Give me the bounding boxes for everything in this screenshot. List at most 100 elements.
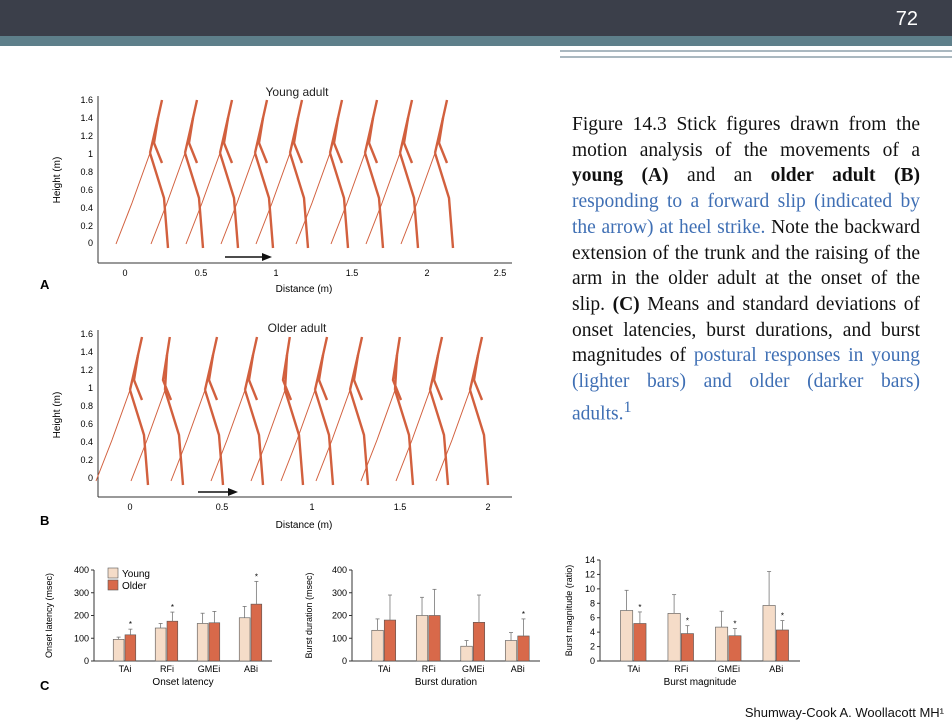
y-tick-label: 0.4 <box>80 437 93 447</box>
stick-leg <box>115 152 151 245</box>
stick-leg <box>435 389 471 482</box>
stick-arm <box>132 354 144 401</box>
figure-caption: Figure 14.3 Stick figures drawn from the… <box>572 112 920 427</box>
y-tick-label: 0 <box>88 238 93 248</box>
stick-leg <box>283 389 305 486</box>
stick-figure <box>280 336 335 486</box>
y-tick-label: 0 <box>84 656 89 666</box>
chart-title: Onset latency <box>152 677 213 688</box>
y-tick-label: 100 <box>332 633 347 643</box>
bar-chart: 0 2 4 6 8 10 12 14 Burst magnitude (ratio) * TAi * R… <box>564 555 800 688</box>
stick-leg <box>468 389 490 486</box>
y-tick-label: 100 <box>74 633 89 643</box>
bar <box>504 640 518 662</box>
legend-label-older: Older <box>122 581 147 592</box>
significance-mark: * <box>171 603 174 612</box>
stick-leg <box>255 152 291 245</box>
y-tick-label: 400 <box>332 565 347 575</box>
chart-title: Burst duration <box>415 677 477 688</box>
bar <box>250 603 263 662</box>
panel-a: Young adult 1.6 1.4 1.2 1 0.8 0.6 0.4 0.… <box>40 85 512 295</box>
caption-highlight: postural responses in young (lighter bar… <box>572 345 920 425</box>
y-tick-label: 200 <box>74 611 89 621</box>
source-credit: Shumway-Cook A. Woollacott MH¹ <box>744 705 944 720</box>
panel-a-y-ticks: 1.6 1.4 1.2 1 0.8 0.6 0.4 0.2 0 <box>80 95 93 248</box>
slip-arrow <box>225 253 272 261</box>
stick-arm <box>352 354 364 401</box>
header-accent-bar <box>0 36 952 46</box>
y-tick-label: 2 <box>590 642 595 652</box>
stick-leg <box>365 152 401 245</box>
bar <box>196 623 209 662</box>
y-tick-label: 300 <box>74 588 89 598</box>
bar <box>460 645 473 662</box>
panel-a-title: Young adult <box>266 85 330 99</box>
stick-arm <box>222 117 234 164</box>
x-tick-label: 0 <box>122 268 127 278</box>
stick-figure <box>170 336 225 486</box>
x-tick-label: 1.5 <box>346 268 359 278</box>
y-tick-label: 1.4 <box>80 113 93 123</box>
y-tick-label: 1 <box>88 383 93 393</box>
bar <box>633 623 647 662</box>
stick-arm <box>152 117 164 164</box>
caption-footnote-ref: 1 <box>623 397 632 416</box>
stick-figure <box>315 336 370 486</box>
stick-leg <box>220 152 256 245</box>
bar <box>428 615 441 662</box>
category-label: RFi <box>422 664 436 674</box>
significance-mark: * <box>522 610 525 619</box>
stick-figure <box>220 99 275 249</box>
stick-arm <box>292 117 304 164</box>
y-tick-label: 1.2 <box>80 365 93 375</box>
bar <box>415 615 429 662</box>
caption-bold: (C) <box>612 293 640 315</box>
stick-leg <box>243 389 265 486</box>
stick-figure <box>150 99 205 249</box>
stick-leg <box>295 152 331 245</box>
x-tick-label: 1 <box>273 268 278 278</box>
x-tick-label: 0.5 <box>195 268 208 278</box>
y-tick-label: 200 <box>332 611 347 621</box>
significance-mark: * <box>781 612 784 621</box>
panel-a-stick-figures <box>115 99 455 249</box>
panel-b-stick-figures <box>95 336 490 486</box>
panel-c-letter: C <box>40 678 50 693</box>
stick-leg <box>280 389 316 482</box>
stick-figure <box>330 99 385 249</box>
caption-text: Means and standard deviations of onset l… <box>572 293 920 367</box>
y-tick-label: 1.2 <box>80 131 93 141</box>
panel-b-letter: B <box>40 513 49 528</box>
stick-arm <box>281 354 293 401</box>
stick-leg <box>250 389 286 482</box>
legend-swatch-young <box>107 567 119 579</box>
stick-leg <box>315 389 351 482</box>
category-label: TAi <box>378 664 391 674</box>
y-axis-label: Burst duration (msec) <box>304 572 314 658</box>
stick-leg <box>170 389 206 482</box>
significance-mark: * <box>686 617 689 626</box>
y-tick-label: 0.6 <box>80 185 93 195</box>
y-tick-label: 4 <box>590 627 595 637</box>
header-accent-stripe <box>560 56 952 58</box>
bar-chart: 0 100 200 300 400 Burst duration (msec) TAi RFi… <box>304 565 540 688</box>
significance-mark: * <box>255 572 258 581</box>
panel-b-x-ticks: 0 0.5 1 1.5 2 <box>127 502 490 512</box>
stick-leg <box>210 389 246 482</box>
bar <box>775 629 789 662</box>
bar <box>472 622 486 662</box>
panel-b-y-label: Height (m) <box>52 392 63 439</box>
x-tick-label: 0.5 <box>216 502 229 512</box>
y-tick-label: 1.4 <box>80 347 93 357</box>
stick-figure <box>185 99 240 249</box>
bar <box>715 626 729 662</box>
stick-figure <box>95 336 150 486</box>
slide-header-bar: 72 <box>0 0 952 36</box>
panel-b-y-ticks: 1.6 1.4 1.2 1 0.8 0.6 0.4 0.2 0 <box>80 329 93 483</box>
x-tick-label: 2 <box>485 502 490 512</box>
stick-arm <box>207 354 219 401</box>
category-label: ABi <box>769 664 783 674</box>
y-tick-label: 0.4 <box>80 203 93 213</box>
x-tick-label: 0 <box>127 502 132 512</box>
